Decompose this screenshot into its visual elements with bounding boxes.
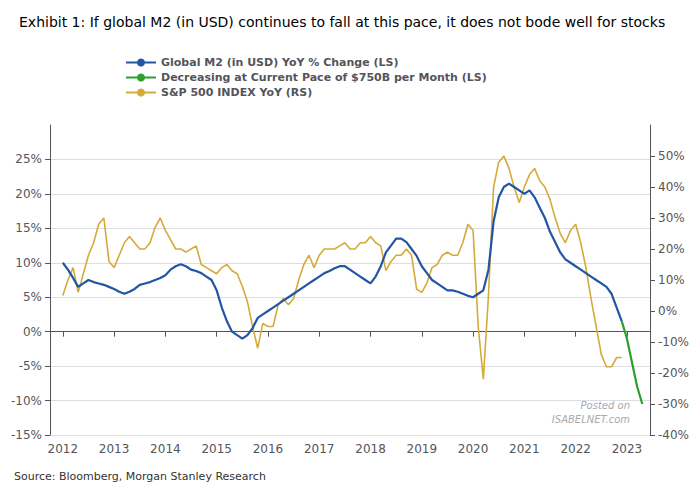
svg-text:Exhibit 1: If global M2 (in US: Exhibit 1: If global M2 (in USD) continu…	[19, 14, 665, 30]
svg-text:-30%: -30%	[658, 397, 689, 411]
svg-text:-20%: -20%	[658, 366, 689, 380]
svg-text:2016: 2016	[253, 442, 284, 456]
svg-text:2020: 2020	[458, 442, 489, 456]
svg-text:2023: 2023	[612, 442, 643, 456]
svg-text:2013: 2013	[99, 442, 130, 456]
svg-text:5%: 5%	[23, 290, 42, 304]
svg-text:Posted on: Posted on	[581, 400, 630, 411]
svg-text:-40%: -40%	[658, 428, 689, 442]
svg-text:2015: 2015	[201, 442, 232, 456]
svg-text:30%: 30%	[658, 211, 685, 225]
svg-text:0%: 0%	[23, 325, 42, 339]
svg-text:10%: 10%	[15, 256, 42, 270]
svg-text:20%: 20%	[658, 242, 685, 256]
svg-text:S&P 500 INDEX YoY (RS): S&P 500 INDEX YoY (RS)	[161, 86, 312, 99]
svg-text:15%: 15%	[15, 221, 42, 235]
svg-text:2012: 2012	[48, 442, 79, 456]
svg-text:-15%: -15%	[11, 428, 42, 442]
svg-text:25%: 25%	[15, 152, 42, 166]
svg-text:0%: 0%	[658, 304, 677, 318]
svg-text:2022: 2022	[560, 442, 591, 456]
svg-text:50%: 50%	[658, 149, 685, 163]
svg-text:Decreasing at Current Pace of: Decreasing at Current Pace of $750B per …	[161, 71, 487, 84]
svg-text:2017: 2017	[304, 442, 335, 456]
svg-text:20%: 20%	[15, 187, 42, 201]
svg-text:2018: 2018	[355, 442, 386, 456]
svg-text:2014: 2014	[150, 442, 181, 456]
svg-text:-10%: -10%	[658, 335, 689, 349]
svg-text:ISABELNET.com: ISABELNET.com	[552, 414, 630, 425]
svg-text:-10%: -10%	[11, 394, 42, 408]
svg-text:2021: 2021	[509, 442, 540, 456]
svg-text:10%: 10%	[658, 273, 685, 287]
svg-text:-5%: -5%	[19, 359, 42, 373]
svg-text:40%: 40%	[658, 180, 685, 194]
svg-text:Global M2 (in USD) YoY % Chang: Global M2 (in USD) YoY % Change (LS)	[161, 56, 398, 69]
svg-text:2019: 2019	[407, 442, 438, 456]
svg-text:Source: Bloomberg, Morgan Stan: Source: Bloomberg, Morgan Stanley Resear…	[14, 470, 266, 483]
